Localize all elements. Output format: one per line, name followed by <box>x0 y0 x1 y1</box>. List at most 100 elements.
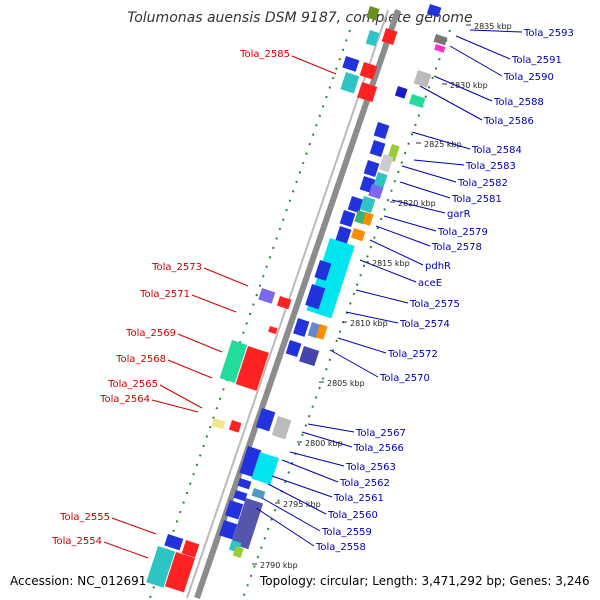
leader-line <box>401 165 457 183</box>
gene-block <box>366 6 380 21</box>
gene-label-text: Tola_2578 <box>431 242 482 253</box>
gene-label-text: Tola_2575 <box>409 299 460 310</box>
leader-line <box>301 431 353 448</box>
gene-block <box>219 340 248 383</box>
leader-line <box>255 507 315 547</box>
leader-line <box>449 45 503 77</box>
right-gene-label: pdhR <box>369 239 451 272</box>
scale-tick: 2825 kbp <box>416 140 462 149</box>
gene-block <box>433 34 448 46</box>
leader-line <box>203 267 249 287</box>
gene-block <box>347 195 364 214</box>
gene-block <box>237 478 252 490</box>
gene-block <box>255 408 276 432</box>
scale-tick: 2835 kbp <box>466 22 512 31</box>
leader-line <box>271 475 333 498</box>
leader-line <box>369 239 424 266</box>
leader-line <box>345 311 399 324</box>
gene-block <box>379 154 394 173</box>
gene-block <box>368 184 384 200</box>
gene-label-text: Tola_2571 <box>139 289 190 300</box>
gene-label-text: Tola_2566 <box>353 443 404 454</box>
gene-label-text: Tola_2559 <box>321 527 372 538</box>
leader-line <box>307 423 355 433</box>
scale-tick: 2830 kbp <box>442 81 488 90</box>
right-gene-label: Tola_2583 <box>413 159 516 172</box>
scale-ticks: 2835 kbp 2830 kbp 2825 kbp 2820 kbp 2815 kbp… <box>252 22 512 570</box>
right-gene-label: Tola_2591 <box>455 35 562 66</box>
left-gene-label: Tola_2565 <box>107 379 203 409</box>
right-gene-labels: Tola_2593 Tola_2591 Tola_2590 Tola_2588 Tola… <box>255 28 574 553</box>
right-gene-label: Tola_2581 <box>399 181 502 205</box>
gene-label-text: Tola_2585 <box>239 49 290 60</box>
scale-tick-label: 2790 kbp <box>260 561 298 570</box>
gene-block <box>251 488 266 500</box>
right-gene-label: Tola_2584 <box>411 131 522 156</box>
right-gene-label: Tola_2558 <box>255 507 366 553</box>
scale-tick-label: 2815 kbp <box>372 259 410 268</box>
gene-block <box>239 446 262 477</box>
gene-label-text: Tola_2560 <box>327 510 378 521</box>
leader-line <box>167 359 213 379</box>
gene-block <box>181 540 200 558</box>
leader-line <box>151 399 199 413</box>
gene-block <box>340 72 360 94</box>
right-gene-label: Tola_2582 <box>401 165 508 189</box>
right-gene-label: garR <box>391 199 471 220</box>
gene-block <box>293 318 310 337</box>
left-gene-label: Tola_2568 <box>115 354 213 379</box>
gene-block <box>164 534 184 551</box>
right-gene-label: Tola_2572 <box>337 337 438 360</box>
left-gene-labels: Tola_2585 Tola_2573 Tola_2571 Tola_2569 Tola… <box>51 49 337 559</box>
gene-label-text: Tola_2588 <box>493 97 544 108</box>
scale-tick: 2805 kbp <box>319 379 365 388</box>
genome-backbone <box>194 9 401 599</box>
left-gene-label: Tola_2569 <box>125 328 223 353</box>
gene-block <box>285 340 302 358</box>
gene-label-text: Tola_2584 <box>471 145 522 156</box>
leader-line <box>103 541 149 559</box>
scale-tick-label: 2835 kbp <box>474 22 512 31</box>
right-gene-label: Tola_2560 <box>267 483 378 521</box>
gene-block <box>381 28 398 46</box>
right-gene-label: Tola_2570 <box>329 349 430 384</box>
right-gene-label: Tola_2588 <box>433 75 544 108</box>
gene-label-text: Tola_2590 <box>503 72 554 83</box>
leader-line <box>291 55 337 75</box>
scale-tick-label: 2830 kbp <box>450 81 488 90</box>
right-gene-label: Tola_2559 <box>261 497 372 538</box>
scale-tick: 2820 kbp <box>390 199 436 208</box>
right-gene-label: Tola_2575 <box>355 289 460 310</box>
accession-text: Accession: NC_012691 <box>10 574 147 588</box>
gene-block <box>335 226 352 245</box>
gene-block <box>342 56 360 72</box>
leader-line <box>337 337 387 354</box>
gene-label-text: Tola_2555 <box>59 512 110 523</box>
gene-block <box>233 490 248 502</box>
scale-tick-label: 2820 kbp <box>398 199 436 208</box>
leader-line <box>413 159 465 166</box>
leader-line <box>399 181 451 199</box>
leader-line <box>191 294 237 313</box>
gene-block <box>146 546 176 588</box>
gene-block <box>299 345 320 367</box>
right-gene-label: Tola_2578 <box>375 225 482 253</box>
right-gene-label: Tola_2590 <box>449 45 554 83</box>
gene-label-text: Tola_2581 <box>451 194 502 205</box>
left-gene-label: Tola_2585 <box>239 49 337 75</box>
left-dot-guide <box>149 29 351 599</box>
right-gene-label: Tola_2567 <box>307 423 406 439</box>
gene-block <box>268 326 278 335</box>
leader-line <box>267 483 327 515</box>
scale-tick-label: 2795 kbp <box>283 500 321 509</box>
gene-label-text: Tola_2565 <box>107 379 158 390</box>
leader-line <box>391 199 446 214</box>
gene-block <box>235 346 269 391</box>
leader-line <box>383 215 437 232</box>
gene-block <box>362 212 374 226</box>
gene-block <box>211 418 226 430</box>
gene-block <box>228 420 242 433</box>
leader-line <box>281 459 339 483</box>
right-gene-label: Tola_2593 <box>469 28 574 39</box>
leader-line <box>411 131 471 150</box>
